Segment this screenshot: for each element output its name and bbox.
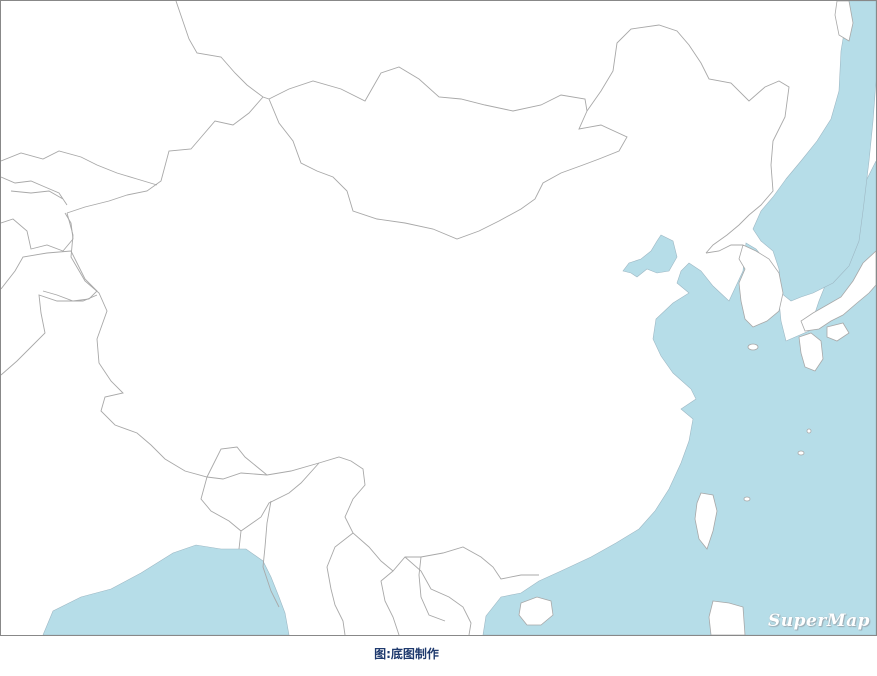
luzon bbox=[708, 600, 746, 635]
korean-peninsula bbox=[738, 244, 784, 328]
central-asia-lines bbox=[1, 150, 158, 302]
map-view[interactable]: SuperMap bbox=[0, 0, 877, 636]
base-map[interactable] bbox=[1, 1, 876, 635]
north-border bbox=[175, 1, 270, 100]
mongolia-border bbox=[268, 66, 628, 240]
ryukyu-1 bbox=[797, 450, 805, 456]
bay-of-bengal bbox=[42, 544, 290, 635]
japan-kyushu bbox=[798, 332, 824, 372]
northeast-border bbox=[586, 24, 790, 254]
boundaries bbox=[1, 1, 790, 635]
china-southwest-border bbox=[66, 212, 539, 580]
southeast-asia-lines bbox=[326, 532, 472, 635]
south-asia-lines bbox=[1, 294, 320, 608]
kazakh-border bbox=[66, 96, 264, 214]
japan-main bbox=[800, 250, 876, 332]
sea-of-japan bbox=[752, 1, 876, 302]
korea-border bbox=[705, 244, 743, 254]
supermap-watermark: SuperMap bbox=[767, 611, 870, 631]
islands bbox=[518, 1, 876, 635]
sakhalin-tip bbox=[834, 1, 854, 42]
japan-shikoku bbox=[826, 322, 850, 342]
east-china-sea bbox=[482, 160, 876, 635]
ryukyu-2 bbox=[806, 428, 812, 434]
hainan bbox=[518, 596, 554, 626]
map-caption: 图:底图制作 bbox=[374, 647, 439, 661]
bohai-sea bbox=[622, 234, 678, 278]
ryukyu-3 bbox=[743, 496, 751, 502]
jeju bbox=[747, 343, 759, 351]
taiwan bbox=[694, 492, 718, 550]
water-bodies bbox=[42, 1, 876, 635]
